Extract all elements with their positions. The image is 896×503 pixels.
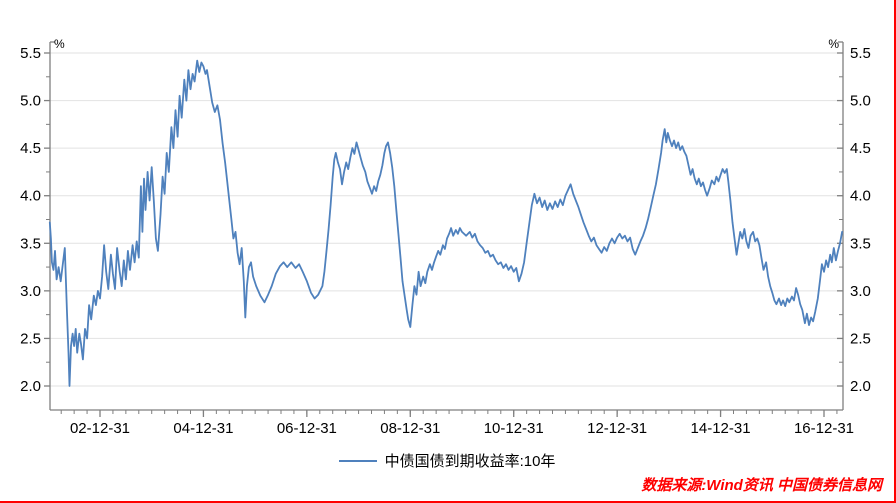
legend-series-label: 中债国债到期收益率:10年 <box>384 453 556 470</box>
y-axis-tick-label-right: 2.5 <box>850 330 871 347</box>
y-axis-tick-label-left: 3.5 <box>20 235 41 252</box>
x-axis-tick-label: 12-12-31 <box>587 420 647 437</box>
x-axis-tick-label: 08-12-31 <box>380 420 440 437</box>
y-axis-tick-label-left: 4.5 <box>20 140 41 157</box>
y-axis-tick-label-left: 2.0 <box>20 378 41 395</box>
y-axis-unit-label-left: % <box>54 37 65 51</box>
yield-line-chart: 5.5 5.5 5.0 5.0 4.5 4.5 4.0 4.0 3.5 3.5 3.0 3.0 2.5 2… <box>20 37 871 437</box>
y-axis-tick-label-left: 4.0 <box>20 188 41 205</box>
data-source-note: 数据来源:Wind资讯 中国债券信息网 <box>641 477 882 494</box>
y-axis-unit-label-right: % <box>828 37 839 51</box>
y-axis-tick-label-right: 5.0 <box>850 93 871 110</box>
yield-series-line <box>48 59 843 387</box>
y-axis-tick-label-left: 3.0 <box>20 283 41 300</box>
x-axis-tick-label: 02-12-31 <box>70 420 130 437</box>
y-axis-tick-label-right: 3.0 <box>850 283 871 300</box>
y-axis-tick-label-left: 5.0 <box>20 93 41 110</box>
x-axis-tick-label: 04-12-31 <box>173 420 233 437</box>
y-axis-tick-label-right: 2.0 <box>850 378 871 395</box>
x-axis-tick-label: 10-12-31 <box>484 420 544 437</box>
x-axis-tick-label: 16-12-31 <box>794 420 854 437</box>
y-axis-tick-label-left: 2.5 <box>20 330 41 347</box>
y-axis-tick-label-right: 4.0 <box>850 188 871 205</box>
y-axis-tick-label-right: 4.5 <box>850 140 871 157</box>
y-axis-tick-label-left: 5.5 <box>20 45 41 62</box>
legend-line-swatch <box>338 459 377 462</box>
x-axis-tick-label: 06-12-31 <box>277 420 337 437</box>
x-axis-tick-label: 14-12-31 <box>691 420 751 437</box>
y-axis-tick-label-right: 5.5 <box>850 45 871 62</box>
chart-legend: 中债国债到期收益率:10年 <box>0 450 894 471</box>
y-axis-tick-label-right: 3.5 <box>850 235 871 252</box>
